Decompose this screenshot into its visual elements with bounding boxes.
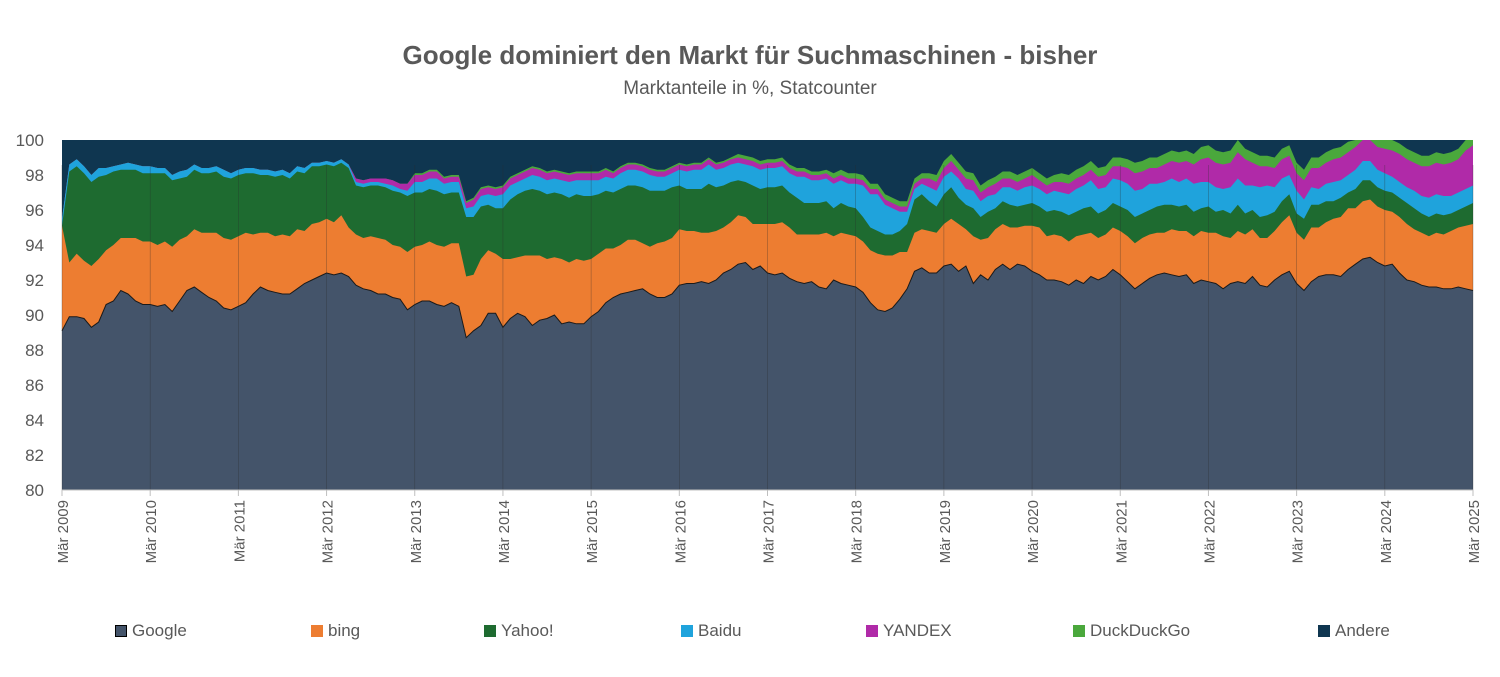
x-tick-label: Mär 2018 xyxy=(849,500,866,563)
legend-item-yandex: YANDEX xyxy=(866,621,952,641)
legend-swatch-yahoo xyxy=(484,625,496,637)
y-tick-label: 92 xyxy=(25,271,44,290)
y-tick-label: 100 xyxy=(16,131,44,150)
chart-legend: Google bing Yahoo! Baidu YANDEX DuckDuck… xyxy=(0,621,1500,645)
x-tick-label: Mär 2019 xyxy=(937,500,954,563)
y-tick-label: 88 xyxy=(25,341,44,360)
x-tick-label: Mär 2023 xyxy=(1290,500,1307,563)
x-axis: Mär 2009 Mär 2010 Mär 2011 Mär 2012 Mär 2013… xyxy=(55,489,1483,563)
legend-label-andere: Andere xyxy=(1335,621,1390,640)
legend-item-google: Google xyxy=(115,621,187,641)
area-google xyxy=(62,257,1473,490)
legend-item-duckduckgo: DuckDuckGo xyxy=(1073,621,1190,641)
legend-item-andere: Andere xyxy=(1318,621,1390,641)
y-axis: 80 82 84 86 88 90 92 94 96 98 100 xyxy=(16,131,44,500)
legend-swatch-yandex xyxy=(866,625,878,637)
legend-item-bing: bing xyxy=(311,621,360,641)
legend-swatch-google xyxy=(115,625,127,637)
x-tick-label: Mär 2022 xyxy=(1201,500,1218,563)
legend-label-yandex: YANDEX xyxy=(883,621,952,640)
x-tick-label: Mär 2021 xyxy=(1113,500,1130,563)
legend-swatch-andere xyxy=(1318,625,1330,637)
y-tick-label: 86 xyxy=(25,376,44,395)
y-tick-label: 80 xyxy=(25,481,44,500)
legend-label-duckduckgo: DuckDuckGo xyxy=(1090,621,1191,640)
x-tick-label: Mär 2012 xyxy=(320,500,337,563)
x-tick-label: Mär 2017 xyxy=(761,500,778,563)
legend-label-yahoo: Yahoo! xyxy=(501,621,554,640)
area-series-group xyxy=(61,140,1474,490)
legend-swatch-baidu xyxy=(681,625,693,637)
x-tick-label: Mär 2011 xyxy=(231,500,248,562)
x-tick-label: Mär 2014 xyxy=(496,500,513,563)
x-tick-label: Mär 2024 xyxy=(1378,500,1395,563)
vertical-gridlines xyxy=(61,165,1474,490)
legend-item-baidu: Baidu xyxy=(681,621,741,641)
x-tick-label: Mär 2020 xyxy=(1025,500,1042,563)
legend-swatch-bing xyxy=(311,625,323,637)
y-tick-label: 96 xyxy=(25,201,44,220)
x-tick-label: Mär 2025 xyxy=(1466,500,1483,563)
y-tick-label: 98 xyxy=(25,166,44,185)
legend-label-bing: bing xyxy=(328,621,361,640)
chart-subtitle: Marktanteile in %, Statcounter xyxy=(623,78,877,99)
x-tick-label: Mär 2013 xyxy=(408,500,425,563)
google-outline xyxy=(61,256,1474,339)
y-tick-label: 94 xyxy=(25,236,44,255)
x-tick-label: Mär 2015 xyxy=(584,500,601,563)
y-tick-label: 84 xyxy=(25,411,44,430)
legend-swatch-duckduckgo xyxy=(1073,625,1085,637)
y-tick-label: 82 xyxy=(25,446,44,465)
chart-title: Google dominiert den Markt für Suchmasch… xyxy=(402,40,1098,70)
legend-label-google: Google xyxy=(132,621,187,640)
y-tick-label: 90 xyxy=(25,306,44,325)
legend-label-baidu: Baidu xyxy=(698,621,742,640)
legend-item-yahoo: Yahoo! xyxy=(484,621,554,641)
x-tick-label: Mär 2016 xyxy=(672,500,689,563)
x-tick-label: Mär 2010 xyxy=(143,500,160,563)
x-tick-label: Mär 2009 xyxy=(55,500,72,563)
